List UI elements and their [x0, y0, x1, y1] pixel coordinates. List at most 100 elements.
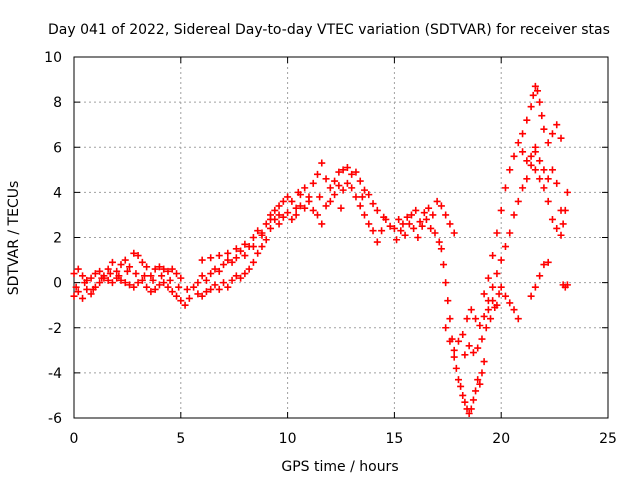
data-point [70, 270, 78, 278]
data-point [164, 267, 172, 275]
data-point [335, 182, 343, 190]
data-point [108, 279, 116, 287]
data-point [544, 197, 552, 205]
data-point [459, 391, 467, 399]
data-point [87, 274, 95, 282]
data-point [271, 206, 279, 214]
data-point [548, 130, 556, 138]
data-point [292, 211, 300, 219]
data-point [484, 274, 492, 282]
data-point [220, 261, 228, 269]
x-tick-label: 5 [176, 431, 185, 447]
y-tick-label: -4 [48, 366, 62, 382]
data-point [450, 229, 458, 237]
data-point [249, 243, 257, 251]
data-point [457, 382, 465, 390]
data-point [416, 218, 424, 226]
data-point [318, 220, 326, 228]
data-point [104, 276, 112, 284]
data-point [237, 247, 245, 255]
data-point [484, 306, 492, 314]
data-point [89, 285, 97, 293]
data-point [474, 344, 482, 352]
data-point [224, 283, 232, 291]
data-point [160, 265, 168, 273]
data-point [472, 315, 480, 323]
data-point [262, 236, 270, 244]
data-point [467, 306, 475, 314]
data-point [531, 82, 539, 90]
data-point [506, 166, 514, 174]
data-point [454, 337, 462, 345]
data-point [106, 270, 114, 278]
data-point [326, 197, 334, 205]
data-point [241, 252, 249, 260]
y-tick-label: 6 [53, 140, 62, 156]
data-point [553, 121, 561, 129]
data-point [467, 405, 475, 413]
data-point [501, 292, 509, 300]
data-point [134, 279, 142, 287]
data-point [380, 213, 388, 221]
data-point [284, 209, 292, 217]
x-tick-label: 10 [279, 431, 297, 447]
data-point [237, 274, 245, 282]
chart-title: Day 041 of 2022, Sidereal Day-to-day VTE… [48, 22, 610, 38]
data-point [207, 270, 215, 278]
data-point [168, 265, 176, 273]
data-point [459, 331, 467, 339]
data-point [202, 288, 210, 296]
data-point [173, 270, 181, 278]
data-point [326, 184, 334, 192]
data-point [352, 193, 360, 201]
data-point [296, 202, 304, 210]
y-tick-label: 8 [53, 95, 62, 111]
data-point [386, 222, 394, 230]
data-point [519, 184, 527, 192]
data-point [527, 292, 535, 300]
data-point [536, 272, 544, 280]
data-point [534, 87, 542, 95]
data-point [519, 148, 527, 156]
data-point [418, 222, 426, 230]
data-point [544, 175, 552, 183]
data-point [393, 236, 401, 244]
data-point [454, 376, 462, 384]
data-point [232, 254, 240, 262]
data-point [527, 152, 535, 160]
data-point [440, 261, 448, 269]
data-point [480, 290, 488, 298]
data-point [96, 267, 104, 275]
data-point [96, 279, 104, 287]
y-tick-label: 10 [44, 50, 62, 66]
data-point [117, 276, 125, 284]
data-point [497, 283, 505, 291]
data-point [442, 324, 450, 332]
x-tick-label: 15 [385, 431, 403, 447]
data-point [489, 252, 497, 260]
data-point [316, 193, 324, 201]
data-point [245, 265, 253, 273]
data-point [544, 139, 552, 147]
data-point [487, 315, 495, 323]
data-point [115, 272, 123, 280]
data-point [373, 206, 381, 214]
data-point [399, 220, 407, 228]
data-point [241, 270, 249, 278]
data-point [461, 398, 469, 406]
data-point [378, 227, 386, 235]
y-tick-label: -6 [48, 411, 62, 427]
data-point [365, 191, 373, 199]
data-point [510, 211, 518, 219]
data-point [72, 283, 80, 291]
data-point [529, 91, 537, 99]
data-point [403, 213, 411, 221]
data-point [343, 179, 351, 187]
data-point [410, 224, 418, 232]
data-point [284, 193, 292, 201]
y-tick-label: 0 [53, 276, 62, 292]
data-point [140, 272, 148, 280]
data-point [279, 213, 287, 221]
data-point [104, 265, 112, 273]
data-point [117, 261, 125, 269]
